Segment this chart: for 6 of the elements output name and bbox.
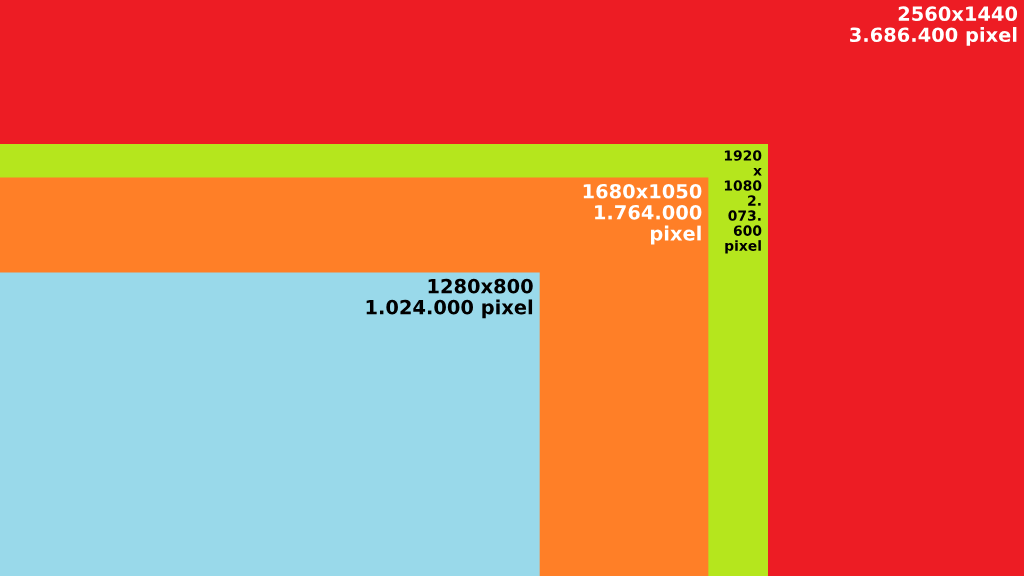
category-label: 1680x1050 [583,183,702,199]
data-label: 3.686.400 pixel [850,27,1017,46]
category-label: 1280x800 [428,278,533,294]
data-label: 1.764.000 pixel [595,204,702,245]
data-label: 1.024.000 pixel [366,299,533,319]
category-label: 2560x1440 [898,6,1018,22]
